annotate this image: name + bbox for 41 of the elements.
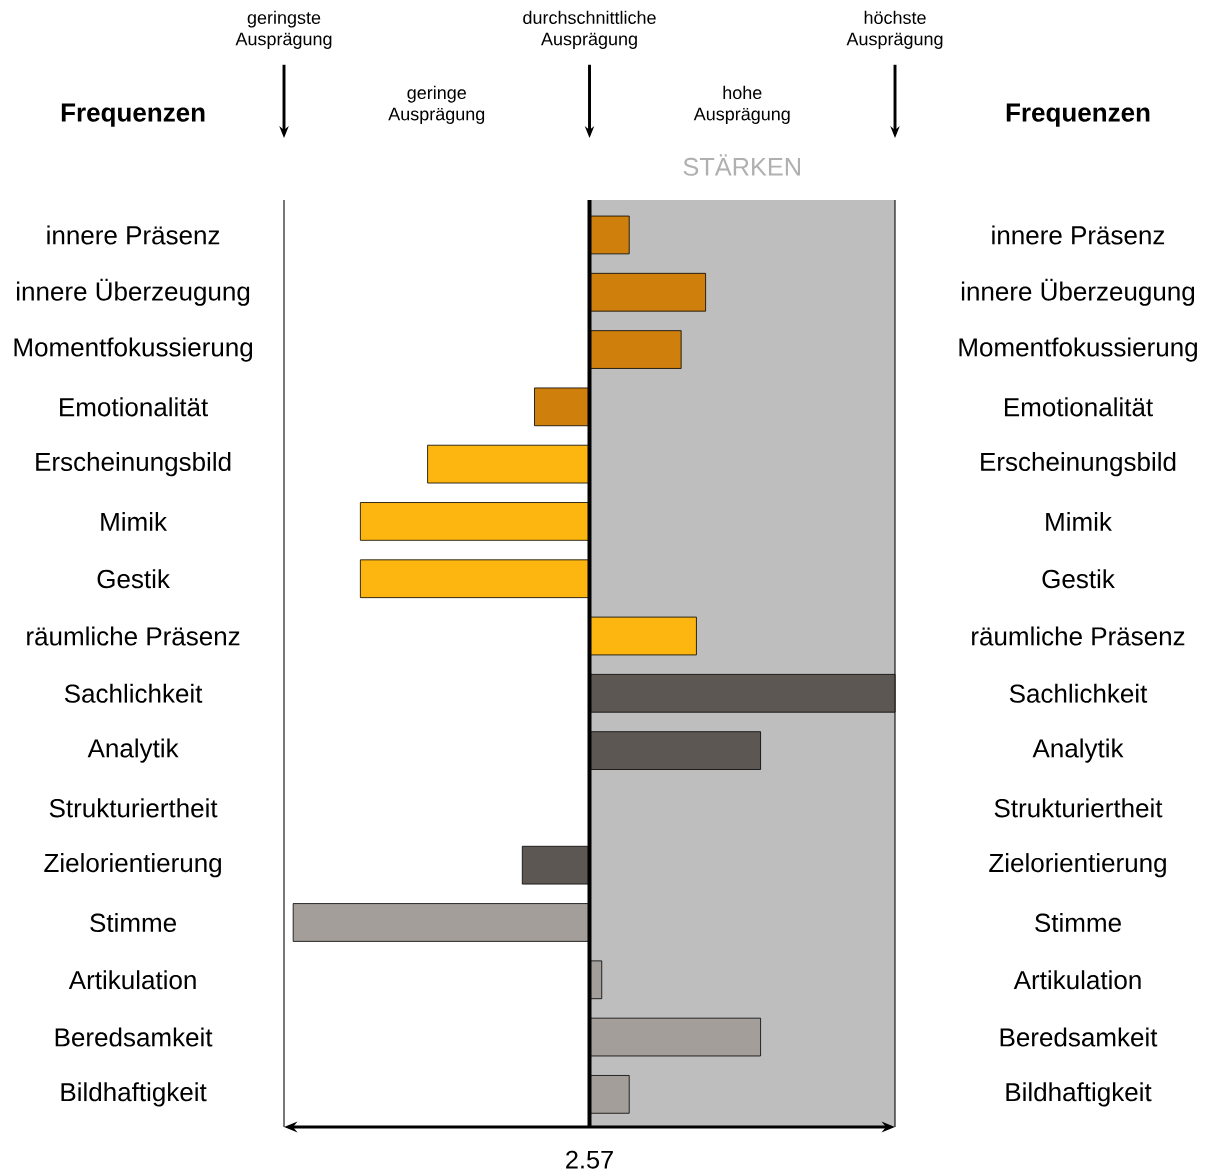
y-tick-label: Erscheinungsbild [36,451,231,477]
y-tick-label: Bildhaftigkeit [61,1082,207,1107]
text: geringe Ausprägung [388,85,485,124]
y-tick-label: innere Präsenz [47,225,220,245]
category-label: Erscheinungsbild [981,451,1176,477]
y-tick-label: Analytik [87,738,179,763]
y-tick-label: innere Überzeugung [17,278,250,306]
category-label: Momentfokussierung [959,337,1197,362]
y-tick-label: Stimme [90,912,176,932]
y-tick-label: Strukturiertheit [49,798,218,818]
category-label: Mimik [1046,511,1112,531]
text: höchste Ausprägung [846,10,943,49]
category-label: Emotionalität [1004,397,1153,417]
category-label: Beredsamkeit [1000,1027,1158,1047]
text: durchschnittliche Ausprägung [523,10,656,49]
y-tick-label: räumliche Präsenz [27,626,240,646]
category-label: räumliche Präsenz [972,626,1185,646]
text: Frequenzen [1006,103,1150,127]
y-tick-label: Mimik [101,511,168,531]
y-tick-label: Momentfokussierung [14,337,253,362]
category-label: innere Überzeugung [961,278,1195,306]
y-tick-label: Gestik [97,569,170,589]
text: Frequenzen [61,103,205,127]
text: hohe Ausprägung [693,85,790,124]
category-label: Sachlichkeit [1009,683,1148,703]
category-label: Artikulation [1013,970,1141,990]
category-label: Zielorientierung [989,853,1166,878]
category-label: Bildhaftigkeit [1006,1082,1152,1107]
text: geringste Ausprägung [235,10,332,49]
y-tick-label: Artikulation [68,970,196,990]
y-tick-label: Sachlichkeit [64,683,203,703]
y-tick-label: Beredsamkeit [55,1027,213,1047]
y-tick-label: Zielorientierung [44,853,221,878]
band-label: STÄRKEN [683,154,801,176]
category-label: Strukturiertheit [994,798,1163,818]
category-label: Stimme [1035,912,1121,932]
category-label: Analytik [1032,738,1124,763]
text: 2.57 [566,1150,613,1169]
category-label: Gestik [1042,569,1115,589]
y-tick-label: Emotionalität [60,397,209,417]
category-label: innere Präsenz [992,225,1165,245]
